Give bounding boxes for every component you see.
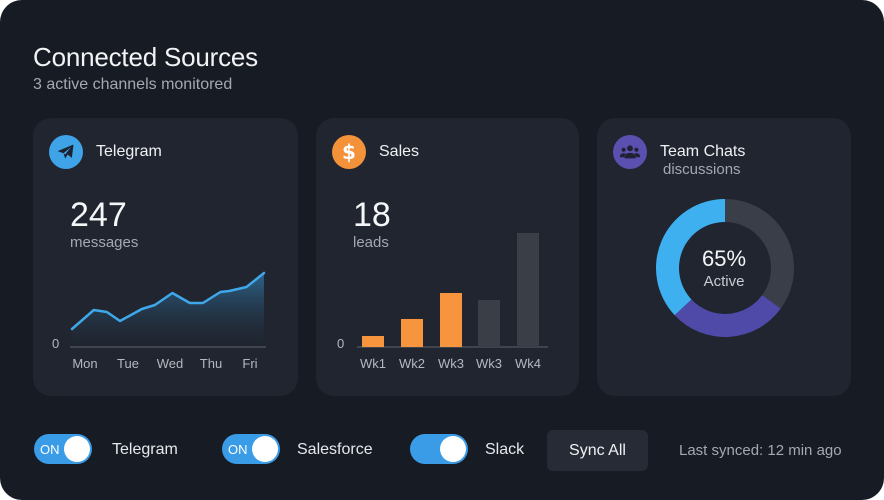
y-tick-label: 0 xyxy=(52,336,59,351)
x-tick-label: Wk4 xyxy=(515,356,541,371)
salesforce-toggle[interactable]: ON xyxy=(222,434,280,464)
sales-card[interactable]: $ Sales 18 leads Wk1 Wk2 Wk3 Wk3 Wk4 0 xyxy=(316,118,579,396)
leads-count: 18 xyxy=(353,196,391,234)
toggle-knob xyxy=(440,436,466,462)
last-synced-text: Last synced: 12 min ago xyxy=(679,442,842,459)
leads-bar-chart: Wk1 Wk2 Wk3 Wk3 Wk4 0 xyxy=(337,233,548,371)
page-title: Connected Sources xyxy=(33,42,258,72)
card-subtitle: discussions xyxy=(663,161,741,178)
x-tick-label: Wed xyxy=(157,356,184,371)
message-count: 247 xyxy=(70,196,127,234)
bar xyxy=(362,336,384,347)
slack-toggle[interactable] xyxy=(410,434,468,464)
card-title: Sales xyxy=(379,143,420,160)
bar xyxy=(440,293,462,347)
segment-purple xyxy=(674,295,781,337)
x-tick-label: Wk2 xyxy=(399,356,425,371)
team-chats-card[interactable]: Team Chats discussions 65% Active xyxy=(597,118,851,396)
telegram-card[interactable]: Telegram 247 messages 0 Mon Tue Wed Thu Fri xyxy=(33,118,298,396)
x-tick-label: Wk3 xyxy=(438,356,464,371)
slack-toggle-label: Slack xyxy=(485,441,525,458)
segment-blue xyxy=(656,199,725,316)
x-tick-label: Wk3 xyxy=(476,356,502,371)
x-tick-label: Mon xyxy=(72,356,97,371)
dollar-icon: $ xyxy=(332,135,366,169)
bar xyxy=(478,300,500,347)
bar xyxy=(401,319,423,347)
x-tick-label: Thu xyxy=(200,356,222,371)
toggle-state: ON xyxy=(40,442,60,457)
leads-unit: leads xyxy=(353,234,389,251)
toggle-state: ON xyxy=(228,442,248,457)
x-tick-label: Tue xyxy=(117,356,139,371)
activity-donut-chart xyxy=(656,199,794,337)
card-title: Team Chats xyxy=(660,143,746,160)
message-unit: messages xyxy=(70,234,139,251)
users-icon xyxy=(613,135,647,169)
active-percent: 65% xyxy=(701,246,747,271)
toggle-knob xyxy=(252,436,278,462)
segment-gray xyxy=(725,199,794,309)
card-title: Telegram xyxy=(96,143,162,160)
salesforce-toggle-label: Salesforce xyxy=(297,441,373,458)
telegram-toggle-label: Telegram xyxy=(112,441,178,458)
active-label: Active xyxy=(703,273,745,290)
area-fill xyxy=(72,273,264,347)
bar xyxy=(517,233,539,347)
x-tick-label: Fri xyxy=(242,356,257,371)
paper-plane-icon xyxy=(49,135,83,169)
page-subtitle: 3 active channels monitored xyxy=(33,76,233,93)
sync-all-button[interactable]: Sync All xyxy=(547,430,648,471)
toggle-knob xyxy=(64,436,90,462)
telegram-toggle[interactable]: ON xyxy=(34,434,92,464)
y-tick-label: 0 xyxy=(337,336,344,351)
x-tick-label: Wk1 xyxy=(360,356,386,371)
messages-line-chart: 0 Mon Tue Wed Thu Fri xyxy=(52,271,266,371)
